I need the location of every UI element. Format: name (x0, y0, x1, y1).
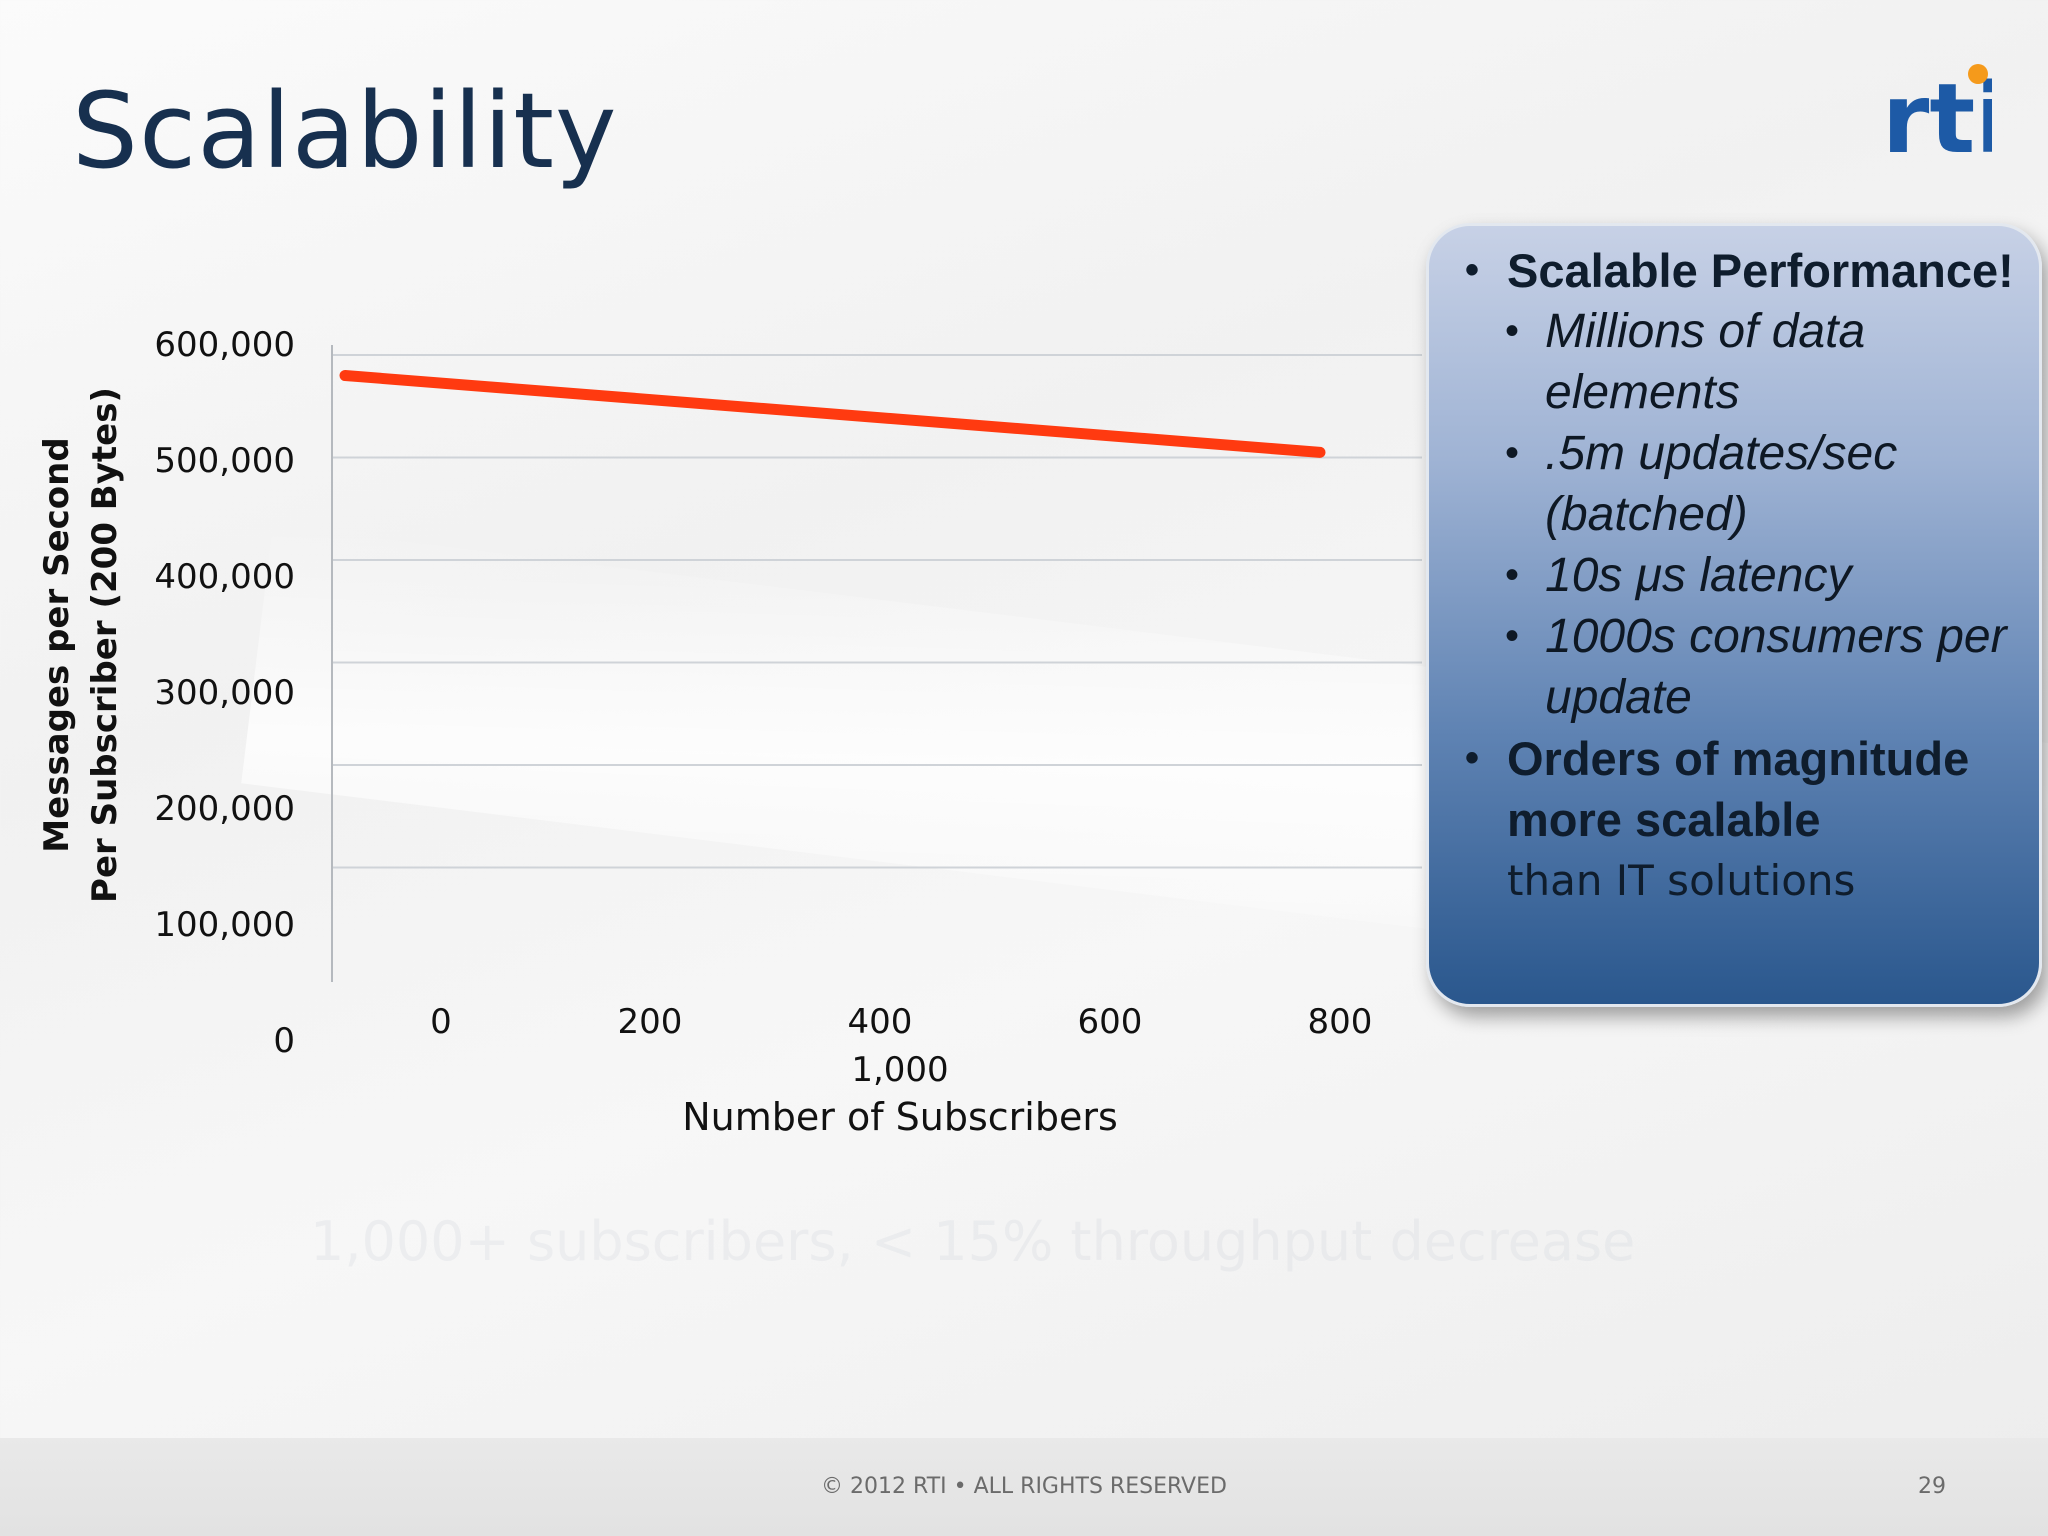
panel-item-tail: than IT solutions (1507, 850, 2039, 911)
panel-item-label: Millions of data elements (1545, 305, 1865, 419)
y-tick-label: 100,000 (154, 905, 295, 945)
footer-copyright: © 2012 RTI • ALL RIGHTS RESERVED (0, 1474, 2048, 1499)
y-tick-label: 500,000 (154, 441, 295, 481)
panel-item-label: .5m updates/sec (batched) (1545, 427, 1897, 541)
panel-item-label: 10s μs latency (1545, 549, 1851, 602)
y-tick-label: 200,000 (154, 789, 295, 829)
panel-item: Scalable Performance! (1429, 240, 2039, 301)
panel-item-label: 1000s consumers per update (1545, 610, 2007, 724)
panel-item: Millions of data elements (1429, 301, 2039, 423)
y-axis-title-line: Messages per Second (37, 437, 77, 852)
throughput-chart: 0 100,000 200,000 300,000 400,000 500,000 600,… (0, 300, 1440, 1180)
series-line (345, 376, 1320, 453)
x-tick-label: 800 (1308, 1002, 1373, 1042)
x-axis-title: Number of Subscribers (682, 1095, 1118, 1139)
y-tick-label: 600,000 (154, 325, 295, 365)
slide-title: Scalability (72, 70, 618, 192)
y-tick-label: 300,000 (154, 673, 295, 713)
panel-item: 10s μs latency (1429, 545, 2039, 606)
panel-item-label: Orders of magnitude more scalable (1507, 732, 1969, 846)
page-number: 29 (1918, 1474, 1946, 1499)
rti-logo: rti (1880, 60, 1992, 160)
highlights-list: Scalable Performance! Millions of data el… (1429, 240, 2039, 911)
ghost-caption: 1,000+ subscribers, < 15% throughput dec… (310, 1210, 1635, 1273)
x-tick-label: 200 (618, 1002, 683, 1042)
panel-item: .5m updates/sec (batched) (1429, 423, 2039, 545)
panel-item-label: Scalable Performance! (1507, 244, 2014, 297)
highlights-panel: Scalable Performance! Millions of data el… (1426, 223, 2042, 1007)
x-tick-label: 600 (1078, 1002, 1143, 1042)
y-tick-label: 400,000 (154, 557, 295, 597)
x-tick-label: 1,000 (851, 1050, 948, 1090)
y-axis-title-line: Per Subscriber (200 Bytes) (85, 387, 125, 903)
panel-item: 1000s consumers per update (1429, 606, 2039, 728)
x-tick-label: 0 (430, 1002, 452, 1042)
x-tick-label: 400 (848, 1002, 913, 1042)
logo-dot (1968, 64, 1988, 84)
y-tick-label: 0 (273, 1021, 295, 1061)
